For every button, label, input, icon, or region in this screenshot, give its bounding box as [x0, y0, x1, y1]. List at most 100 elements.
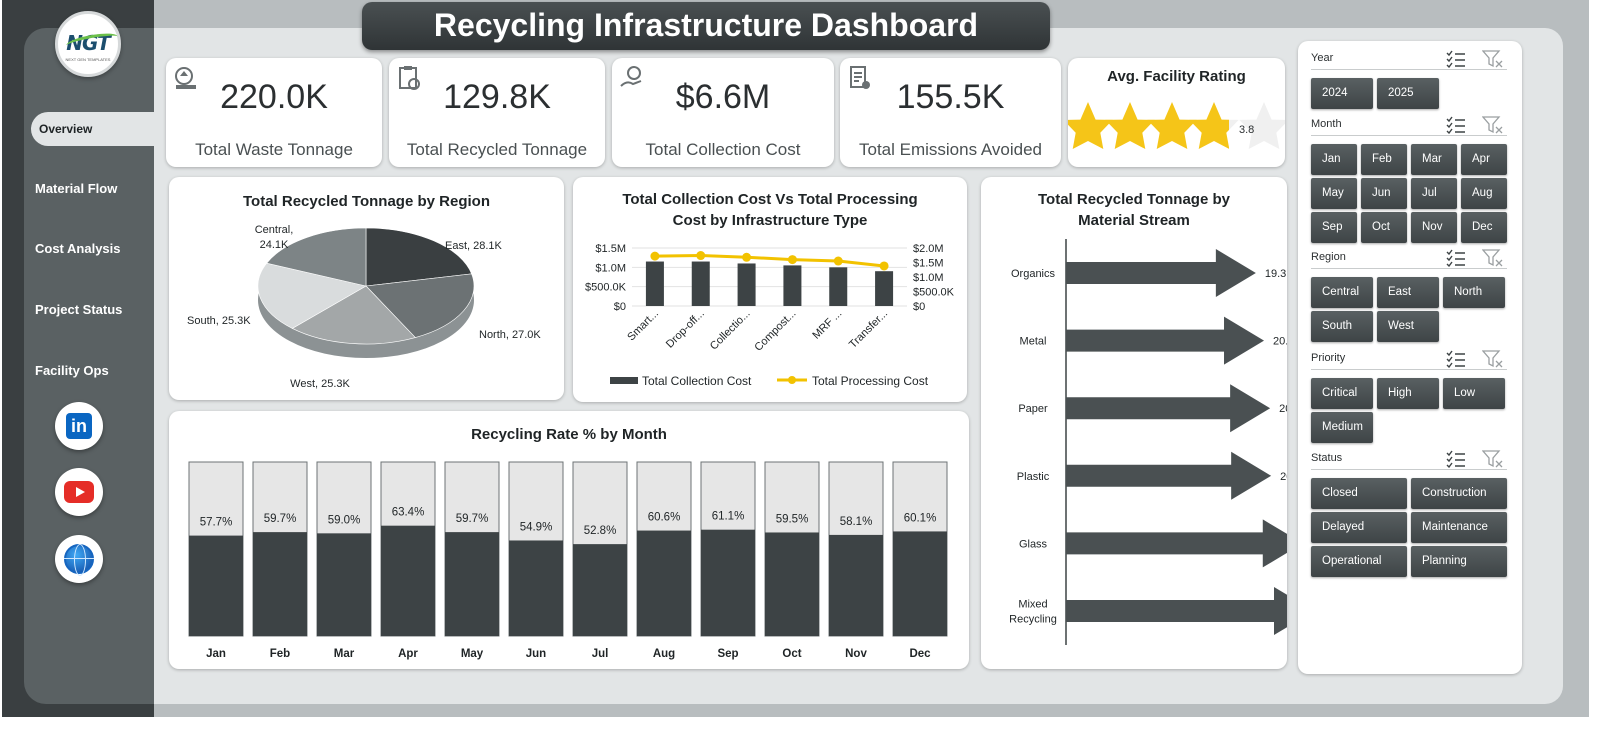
slicer-button-region-south[interactable]: South — [1311, 311, 1373, 342]
rate-bar[interactable] — [381, 525, 435, 636]
slicer-button-year-2024[interactable]: 2024 — [1311, 78, 1373, 109]
collection-cost-bar[interactable] — [875, 271, 894, 306]
multi-select-icon[interactable] — [1446, 249, 1466, 267]
slicer-button-month-apr[interactable]: Apr — [1461, 144, 1507, 175]
nav-project-status[interactable]: Project Status — [35, 302, 123, 317]
multi-select-icon[interactable] — [1446, 350, 1466, 368]
nav-overview[interactable]: Overview — [31, 112, 154, 146]
pie-slice-south[interactable] — [257, 262, 367, 329]
slicer-button-year-2025[interactable]: 2025 — [1377, 78, 1439, 109]
month-axis-label: May — [461, 648, 484, 660]
material-arrow-bar[interactable] — [1066, 587, 1287, 635]
nav-facility-ops[interactable]: Facility Ops — [35, 363, 109, 378]
processing-cost-point[interactable] — [650, 251, 660, 261]
slicer-title-year: Year — [1311, 52, 1507, 70]
processing-cost-point[interactable] — [696, 251, 706, 261]
slicer-button-region-west[interactable]: West — [1377, 311, 1439, 342]
rate-bar[interactable] — [637, 530, 691, 636]
rate-bar[interactable] — [189, 535, 243, 636]
slicer-button-month-jan[interactable]: Jan — [1311, 144, 1357, 175]
multi-select-icon[interactable] — [1446, 450, 1466, 468]
slicer-button-priority-medium[interactable]: Medium — [1311, 412, 1373, 443]
pie-chart: East, 28.1K North, 27.0K West, 25.3K South,… — [187, 224, 541, 390]
clear-filter-icon[interactable] — [1482, 350, 1504, 368]
material-arrow-bar[interactable] — [1066, 384, 1271, 433]
x-axis-tick: Smart... — [625, 308, 661, 344]
slicer-button-month-jun[interactable]: Jun — [1361, 178, 1407, 209]
slicer-button-month-may[interactable]: May — [1311, 178, 1357, 209]
left-axis-tick: $0 — [614, 301, 626, 313]
slicer-button-month-dec[interactable]: Dec — [1461, 212, 1507, 243]
rate-bar[interactable] — [765, 532, 819, 636]
pie-slice-north[interactable] — [365, 273, 475, 338]
slicer-button-status-construction[interactable]: Construction — [1411, 478, 1507, 509]
rate-bar[interactable] — [317, 533, 371, 636]
slicer-button-region-central[interactable]: Central — [1311, 277, 1373, 308]
rate-bar[interactable] — [701, 529, 755, 636]
multi-select-icon[interactable] — [1446, 50, 1466, 68]
collection-cost-bar[interactable] — [783, 265, 802, 306]
slicer-button-month-nov[interactable]: Nov — [1411, 212, 1457, 243]
linkedin-button[interactable]: in — [55, 402, 103, 450]
collection-cost-bar[interactable] — [645, 261, 664, 306]
slicer-button-month-oct[interactable]: Oct — [1361, 212, 1407, 243]
youtube-icon — [64, 481, 94, 503]
slicer-button-month-aug[interactable]: Aug — [1461, 178, 1507, 209]
material-arrow-bar[interactable] — [1066, 519, 1287, 568]
month-axis-label: Jun — [526, 648, 546, 660]
processing-cost-point[interactable] — [833, 256, 843, 266]
pie-data-label: South, 25.3K — [187, 315, 251, 327]
clear-filter-icon[interactable] — [1482, 249, 1504, 267]
website-button[interactable] — [55, 535, 103, 583]
nav-cost-analysis[interactable]: Cost Analysis — [35, 241, 121, 256]
month-axis-label: Feb — [270, 648, 290, 660]
pie-data-label: West, 25.3K — [290, 378, 350, 390]
slicer-button-priority-critical[interactable]: Critical — [1311, 378, 1373, 409]
kpi-label: Total Emissions Avoided — [858, 140, 1042, 159]
pie-slice-west[interactable] — [291, 285, 416, 345]
material-arrow-bar[interactable] — [1066, 249, 1256, 297]
collection-cost-bar[interactable] — [829, 267, 848, 306]
multi-select-icon[interactable] — [1446, 116, 1466, 134]
slicer-button-month-feb[interactable]: Feb — [1361, 144, 1407, 175]
material-arrow-bar[interactable] — [1066, 451, 1272, 500]
clear-filter-icon[interactable] — [1482, 450, 1504, 468]
slicer-button-status-maintenance[interactable]: Maintenance — [1411, 512, 1507, 543]
pie-slice-central[interactable] — [266, 227, 367, 287]
slicer-button-region-east[interactable]: East — [1377, 277, 1439, 308]
slicer-button-priority-high[interactable]: High — [1377, 378, 1439, 409]
processing-cost-point[interactable] — [787, 255, 797, 265]
rate-bar[interactable] — [509, 540, 563, 636]
material-arrow-bar[interactable] — [1066, 316, 1265, 365]
slicer-button-month-mar[interactable]: Mar — [1411, 144, 1457, 175]
rate-bar[interactable] — [445, 532, 499, 636]
processing-cost-point[interactable] — [742, 252, 752, 262]
rate-bar[interactable] — [829, 534, 883, 636]
kpi-label: Total Collection Cost — [645, 140, 801, 159]
clear-filter-icon[interactable] — [1482, 116, 1504, 134]
rate-bar[interactable] — [893, 531, 947, 636]
slicer-button-status-delayed[interactable]: Delayed — [1311, 512, 1407, 543]
material-arrow-chart: 19.3K Organics 20.1K Metal 20.7K Paper 20.8K Pl… — [1009, 239, 1287, 645]
slicer-button-month-jul[interactable]: Jul — [1411, 178, 1457, 209]
clear-filter-icon[interactable] — [1482, 50, 1504, 68]
processing-cost-point[interactable] — [879, 261, 889, 271]
x-axis-tick: Collectio... — [708, 308, 753, 353]
nav-material-flow[interactable]: Material Flow — [35, 181, 118, 196]
rate-bar[interactable] — [253, 532, 307, 636]
company-logo[interactable]: NGT NEXT GEN TEMPLATES — [55, 11, 121, 77]
left-axis-tick: $500.0K — [585, 282, 627, 294]
slicer-button-month-sep[interactable]: Sep — [1311, 212, 1357, 243]
collection-cost-bar[interactable] — [691, 261, 710, 306]
youtube-button[interactable] — [55, 468, 103, 516]
collection-cost-bar[interactable] — [737, 263, 756, 306]
material-category-label: Recycling — [1009, 614, 1057, 626]
rate-value-label: 58.1% — [840, 516, 873, 528]
slicer-button-priority-low[interactable]: Low — [1443, 378, 1505, 409]
slicer-button-status-closed[interactable]: Closed — [1311, 478, 1407, 509]
slicer-button-status-planning[interactable]: Planning — [1411, 546, 1507, 577]
slicer-button-region-north[interactable]: North — [1443, 277, 1505, 308]
pie-slice-east[interactable] — [365, 227, 473, 287]
rate-bar[interactable] — [573, 544, 627, 636]
slicer-button-status-operational[interactable]: Operational — [1311, 546, 1407, 577]
